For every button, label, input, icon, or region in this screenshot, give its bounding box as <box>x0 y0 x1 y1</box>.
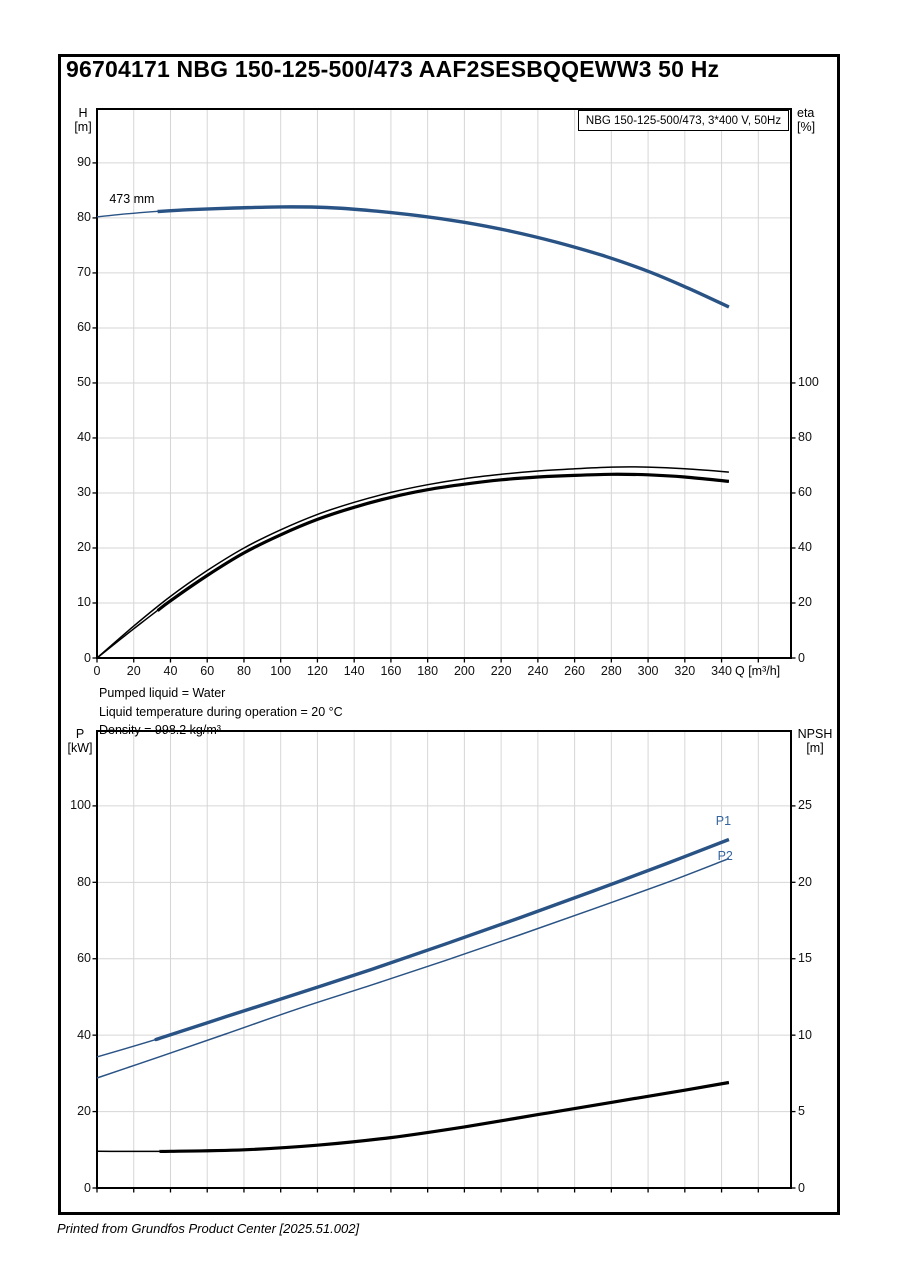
tick-label: 280 <box>600 664 622 678</box>
tick-label: 100 <box>270 664 292 678</box>
p1-label: P1 <box>715 814 732 829</box>
h-axis-symbol: H <box>78 106 88 120</box>
chart-canvas <box>92 108 796 663</box>
tick-label: 20 <box>798 595 812 610</box>
npsh-axis-unit: [m] <box>806 740 824 755</box>
page-border <box>58 54 840 1215</box>
tick-label: 20 <box>798 874 812 889</box>
tick-label: 320 <box>674 664 696 678</box>
tick-label: 40 <box>77 1027 91 1042</box>
head-efficiency-chart: 0 20 40 60 80 100 120 140 160 180 200 220 240 260 280 3… <box>77 108 819 678</box>
tick-label: 240 <box>527 664 549 678</box>
info-pumped-liquid: Pumped liquid = Water <box>99 686 226 700</box>
p2-power-curve <box>96 857 730 1079</box>
tick-label: 0 <box>798 1180 805 1195</box>
efficiency-pump-motor-curve <box>96 473 729 659</box>
liquid-info-block: Pumped liquid = Water Liquid temperature… <box>99 684 343 740</box>
plot-frame <box>96 108 792 659</box>
tick-label: 60 <box>200 664 215 678</box>
npsh-axis-symbol: NPSH <box>797 727 833 741</box>
tick-label: 80 <box>237 664 251 678</box>
npsh-curve-duty-range <box>159 1080 730 1154</box>
tick-label: 10 <box>77 595 91 610</box>
tick-label: 140 <box>343 664 365 678</box>
tick-label: 260 <box>564 664 586 678</box>
tick-label: 0 <box>84 650 91 665</box>
chart-canvas <box>92 730 796 1193</box>
tick-label: 120 <box>306 664 328 678</box>
efficiency-pump-motor-curve-duty-range <box>156 472 730 612</box>
tick-label: 20 <box>77 540 91 555</box>
eta-axis-unit: [%] <box>797 119 816 134</box>
efficiency-pump-curve <box>96 466 729 659</box>
info-liquid-temperature: Liquid temperature during operation = 20… <box>99 704 343 719</box>
tick-label: 70 <box>77 265 91 280</box>
tick-label: 15 <box>798 951 812 966</box>
tick-label: 40 <box>77 430 91 445</box>
tick-label: 100 <box>798 375 819 390</box>
h-axis-label: H [m] <box>70 106 96 134</box>
p1-power-curve-duty-range <box>154 837 730 1042</box>
tick-label: 80 <box>798 430 812 445</box>
head-curve-473mm-duty-range <box>157 205 730 309</box>
q-axis-label: Q [m³/h] <box>735 664 781 678</box>
tick-label: 20 <box>126 664 141 678</box>
document-title: 96704171 NBG 150-125-500/473 AAF2SESBQQE… <box>66 56 720 82</box>
impeller-size-label: 473 mm <box>109 191 155 206</box>
tick-label: 0 <box>93 664 101 678</box>
tick-label: 80 <box>77 874 91 889</box>
power-npsh-chart: 0 20 40 60 80 100 0 5 10 15 20 25 P1 P2 <box>70 730 812 1195</box>
tick-label: 5 <box>798 1104 805 1119</box>
head-curve-473mm <box>96 206 730 308</box>
eta-axis-label: eta [%] <box>797 106 816 134</box>
p-axis-label: P [kW] <box>62 727 98 755</box>
plot-frame <box>96 730 792 1189</box>
legend-box: NBG 150-125-500/473, 3*400 V, 50Hz <box>578 110 789 131</box>
h-axis-unit: [m] <box>74 119 92 134</box>
npsh-curve <box>96 1081 730 1153</box>
tick-label: 30 <box>77 485 91 500</box>
npsh-axis-label: NPSH [m] <box>794 727 836 755</box>
tick-label: 60 <box>77 320 91 335</box>
p-axis-symbol: P <box>75 727 85 741</box>
p-axis-unit: [kW] <box>67 740 93 755</box>
tick-label: 100 <box>70 798 91 813</box>
tick-label: 25 <box>798 798 812 813</box>
tick-label: 220 <box>490 664 512 678</box>
tick-label: 60 <box>77 951 91 966</box>
tick-label: 10 <box>798 1027 812 1042</box>
tick-label: 90 <box>77 155 91 170</box>
tick-label: 160 <box>380 664 402 678</box>
tick-label: 80 <box>77 210 91 225</box>
tick-label: 40 <box>163 664 178 678</box>
tick-label: 300 <box>637 664 659 678</box>
p1-power-curve <box>96 838 730 1058</box>
tick-label: 180 <box>417 664 439 678</box>
tick-label: 340 <box>711 664 732 678</box>
footer-note: Printed from Grundfos Product Center [20… <box>57 1221 360 1236</box>
p2-label: P2 <box>717 849 733 864</box>
tick-label: 40 <box>798 540 812 555</box>
tick-label: 20 <box>77 1104 91 1119</box>
eta-axis-symbol: eta <box>797 106 815 120</box>
tick-label: 200 <box>453 664 475 678</box>
tick-label: 0 <box>84 1180 91 1195</box>
tick-label: 50 <box>77 375 91 390</box>
tick-label: 60 <box>798 485 812 500</box>
tick-label: 0 <box>798 650 805 665</box>
legend-text: NBG 150-125-500/473, 3*400 V, 50Hz <box>585 114 782 127</box>
